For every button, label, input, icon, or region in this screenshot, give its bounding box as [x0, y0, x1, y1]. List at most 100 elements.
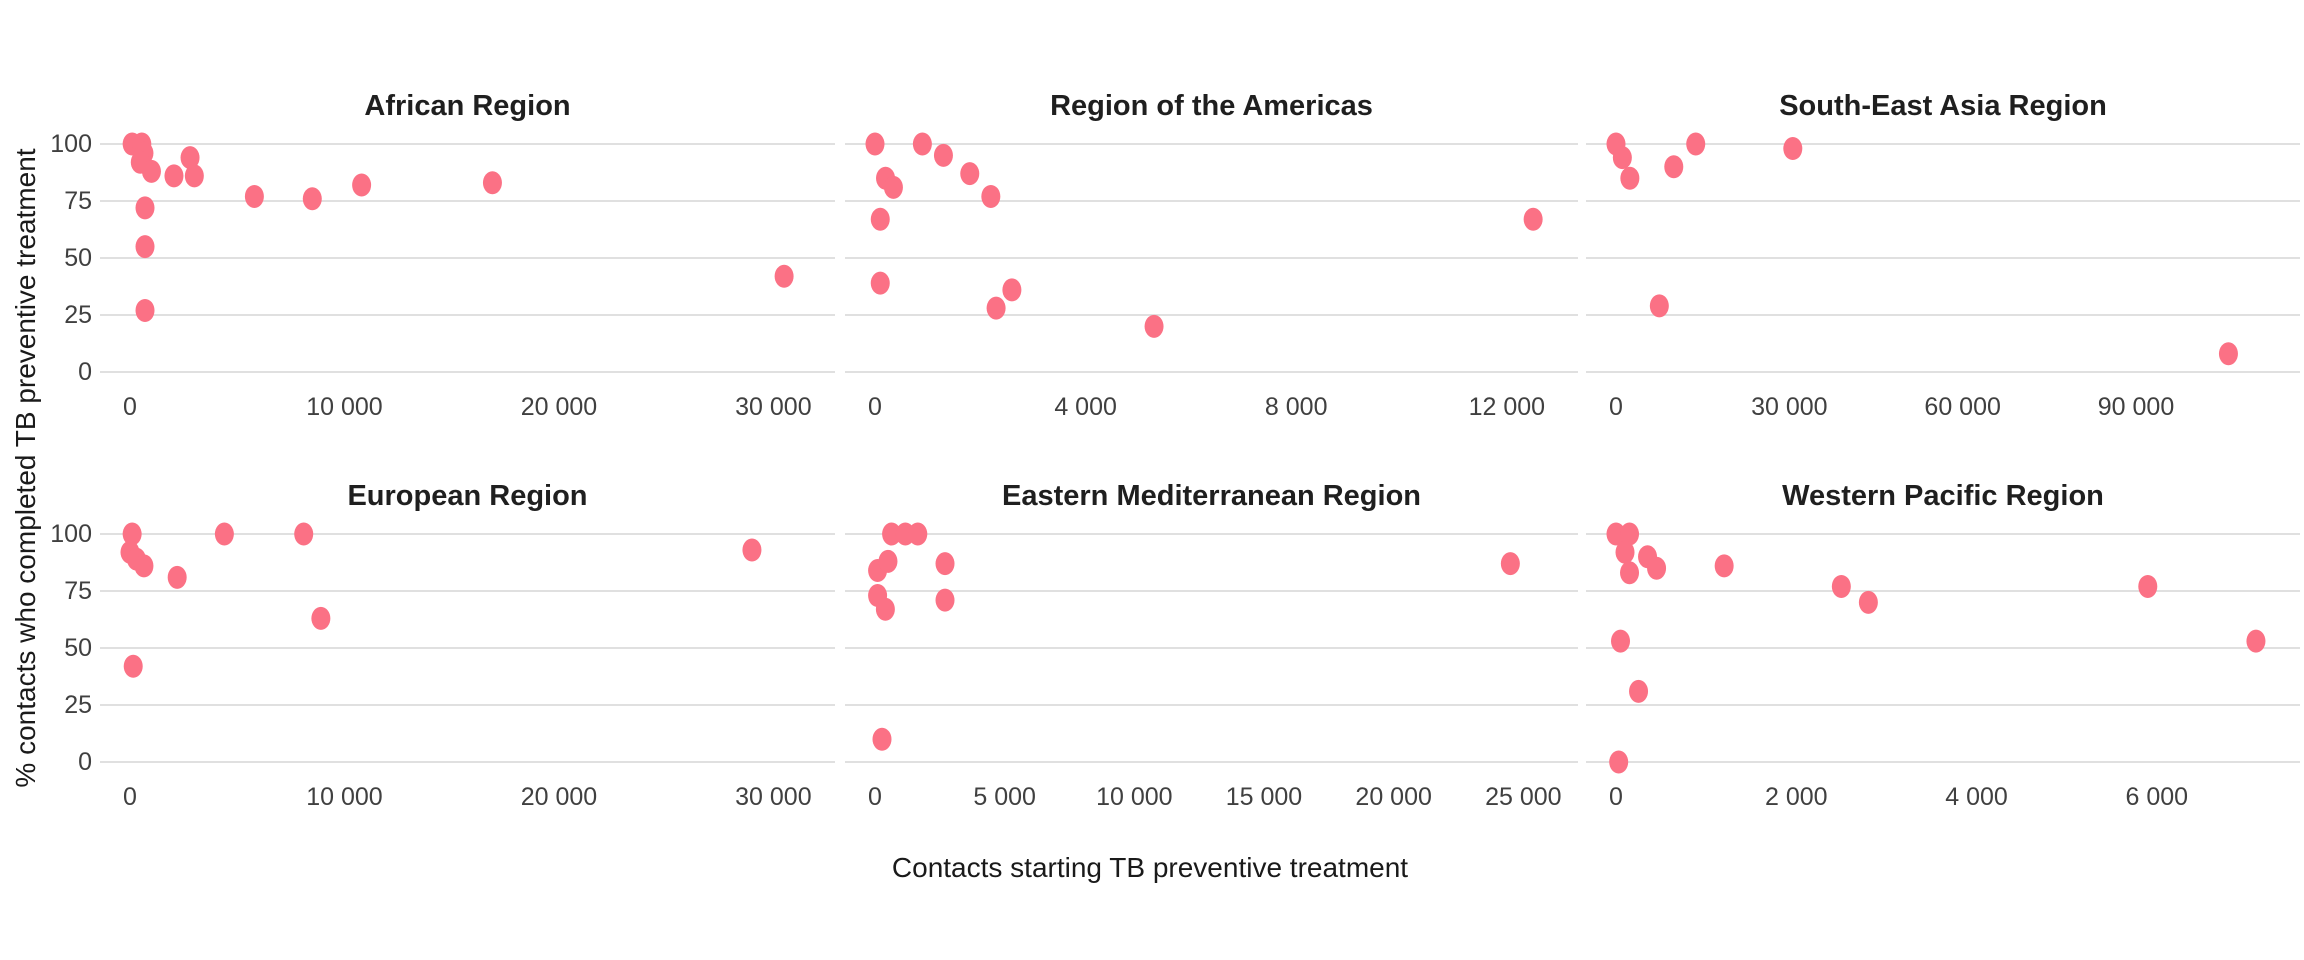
data-point — [870, 271, 890, 295]
x-tick-label: 12 000 — [1469, 393, 1545, 421]
data-point — [1606, 522, 1626, 546]
x-tick-label: 90 000 — [2098, 393, 2174, 421]
data-point — [1523, 207, 1543, 231]
y-tick-label: 25 — [64, 691, 92, 719]
data-point — [184, 164, 204, 188]
y-tick-label: 75 — [64, 187, 92, 215]
data-point — [870, 207, 890, 231]
data-point — [244, 184, 264, 208]
facet-title-western-pacific-region: Western Pacific Region — [1782, 480, 2104, 512]
x-tick-label: 0 — [868, 783, 882, 811]
x-tick-label: 0 — [1609, 783, 1623, 811]
facet-plot-eastern-mediterranean-region: 0 5 000 10 000 15 000 20 000 25 000 — [845, 522, 1578, 811]
data-point — [214, 522, 234, 546]
data-point — [912, 132, 932, 156]
x-axis-title: Contacts starting TB preventive treatmen… — [891, 852, 1409, 883]
x-tick-label: 0 — [1609, 393, 1623, 421]
x-tick-label: 60 000 — [1924, 393, 2000, 421]
x-tick-label: 10 000 — [1096, 783, 1172, 811]
data-point — [865, 132, 885, 156]
data-point — [302, 187, 322, 211]
data-point — [1831, 574, 1851, 598]
data-point — [294, 522, 314, 546]
data-point — [774, 264, 794, 288]
x-tick-label: 10 000 — [306, 393, 382, 421]
data-point — [878, 549, 898, 573]
facet-title-eastern-mediterranean-region: Eastern Mediterranean Region — [1002, 480, 1421, 512]
data-point — [180, 146, 200, 170]
y-tick-label: 0 — [78, 748, 92, 776]
data-point — [1649, 294, 1669, 318]
data-point — [1002, 278, 1022, 302]
facet-title-african-region: African Region — [364, 90, 571, 122]
data-point — [1611, 629, 1631, 653]
data-point — [352, 173, 372, 197]
data-point — [935, 588, 955, 612]
x-tick-label: 25 000 — [1485, 783, 1561, 811]
data-point — [1664, 155, 1684, 179]
data-point — [482, 171, 502, 195]
data-point — [1620, 166, 1640, 190]
data-point — [960, 162, 980, 186]
x-tick-label: 30 000 — [1751, 393, 1827, 421]
facet-plot-western-pacific-region: 0 2 000 4 000 6 000 — [1586, 522, 2300, 811]
data-point — [135, 298, 155, 322]
data-point — [933, 143, 953, 167]
y-tick-label: 100 — [50, 520, 92, 548]
data-point — [742, 538, 762, 562]
x-tick-label: 0 — [868, 393, 882, 421]
data-point — [1144, 314, 1164, 338]
x-tick-label: 20 000 — [521, 783, 597, 811]
data-point — [2138, 574, 2158, 598]
data-point — [908, 522, 928, 546]
x-tick-label: 10 000 — [306, 783, 382, 811]
x-tick-label: 30 000 — [735, 783, 811, 811]
x-tick-label: 0 — [123, 393, 137, 421]
data-point — [2218, 342, 2238, 366]
x-tick-label: 4 000 — [1054, 393, 1117, 421]
data-point — [141, 159, 161, 183]
data-point — [1647, 556, 1667, 580]
data-point — [135, 235, 155, 259]
data-point — [135, 196, 155, 220]
data-point — [1714, 554, 1734, 578]
data-point — [1612, 146, 1632, 170]
x-tick-label: 8 000 — [1265, 393, 1328, 421]
facet-plot-african-region: 0 10 000 20 000 30 000 — [100, 132, 835, 421]
data-point — [134, 554, 154, 578]
x-tick-label: 30 000 — [735, 393, 811, 421]
y-tick-label: 75 — [64, 577, 92, 605]
data-point — [986, 296, 1006, 320]
data-point — [1500, 552, 1520, 576]
x-tick-label: 4 000 — [1945, 783, 2008, 811]
data-point — [2246, 629, 2266, 653]
data-point — [1620, 522, 1640, 546]
x-tick-label: 15 000 — [1226, 783, 1302, 811]
data-point — [883, 175, 903, 199]
x-tick-label: 2 000 — [1765, 783, 1828, 811]
y-tick-label: 100 — [50, 130, 92, 158]
data-point — [1620, 561, 1640, 585]
data-point — [882, 522, 902, 546]
facet-title-region-of-the-americas: Region of the Americas — [1050, 90, 1373, 122]
data-point — [1783, 137, 1803, 161]
x-tick-label: 20 000 — [521, 393, 597, 421]
data-point — [1629, 679, 1649, 703]
x-tick-label: 20 000 — [1355, 783, 1431, 811]
data-point — [167, 565, 187, 589]
data-point — [164, 164, 184, 188]
data-point — [935, 552, 955, 576]
facet-title-european-region: European Region — [347, 480, 588, 512]
data-point — [122, 522, 142, 546]
data-point — [981, 184, 1001, 208]
data-point — [1858, 590, 1878, 614]
x-tick-label: 6 000 — [2126, 783, 2189, 811]
facet-plot-south-east-asia-region: 0 30 000 60 000 90 000 — [1586, 132, 2300, 421]
x-tick-label: 0 — [123, 783, 137, 811]
y-tick-label: 50 — [64, 634, 92, 662]
y-tick-label: 50 — [64, 244, 92, 272]
data-point — [311, 606, 331, 630]
y-tick-label: 25 — [64, 301, 92, 329]
facet-title-south-east-asia-region: South-East Asia Region — [1779, 90, 2107, 122]
